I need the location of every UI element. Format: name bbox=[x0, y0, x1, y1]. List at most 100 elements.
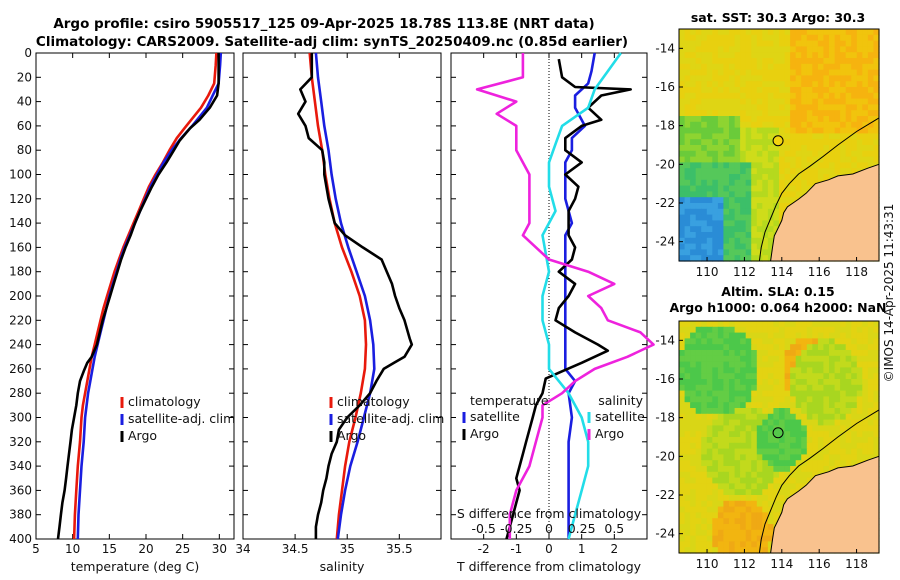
bathymetry-contour bbox=[758, 117, 880, 262]
map-field-cell bbox=[717, 191, 725, 198]
map-field-cell bbox=[790, 34, 797, 42]
map-field-cell bbox=[862, 150, 869, 158]
map-field-cell bbox=[712, 541, 719, 548]
map-field-cell bbox=[717, 104, 725, 111]
map-field-cell bbox=[856, 133, 863, 140]
map-field-cell bbox=[690, 208, 697, 216]
map-field-cell bbox=[729, 547, 736, 554]
map-field-cell bbox=[734, 506, 741, 513]
map-field-cell bbox=[717, 220, 725, 227]
map-field-cell bbox=[717, 483, 725, 490]
map-field-cell bbox=[817, 431, 825, 438]
map-field-cell bbox=[690, 58, 697, 65]
map-field-cell bbox=[873, 139, 880, 146]
map-field-cell bbox=[717, 46, 725, 53]
map-field-cell bbox=[779, 361, 786, 368]
map-field-cell bbox=[740, 185, 747, 192]
map-field-cell bbox=[834, 168, 841, 175]
map-field-cell bbox=[695, 367, 702, 374]
map-field-cell bbox=[779, 466, 786, 473]
map-field-cell bbox=[790, 460, 797, 467]
map-field-cell bbox=[695, 208, 702, 216]
map-field-cell bbox=[740, 541, 747, 548]
map-field-cell bbox=[717, 466, 725, 473]
map-field-cell bbox=[851, 367, 858, 374]
map-field-cell bbox=[679, 483, 686, 490]
map-field-cell bbox=[717, 390, 725, 397]
map-field-cell bbox=[867, 81, 875, 88]
map-field-cell bbox=[784, 150, 791, 158]
map-field-cell bbox=[756, 518, 763, 525]
map-field-cell bbox=[845, 29, 852, 36]
map-field-cell bbox=[717, 361, 725, 368]
map-field-cell bbox=[701, 547, 708, 554]
map-field-cell bbox=[756, 431, 763, 438]
map-field-cell bbox=[717, 350, 725, 357]
map-field-cell bbox=[829, 390, 836, 397]
map-field-cell bbox=[795, 121, 802, 129]
map-field-cell bbox=[740, 448, 747, 455]
map-field-cell bbox=[862, 338, 869, 345]
map-field-cell bbox=[684, 29, 691, 36]
map-field-cell bbox=[729, 139, 736, 146]
series-line-s-satellite bbox=[541, 52, 622, 540]
map-field-cell bbox=[695, 121, 702, 129]
map-field-cell bbox=[695, 396, 702, 403]
map-field-cell bbox=[790, 477, 797, 484]
map-field-cell bbox=[701, 466, 708, 473]
map-field-cell bbox=[729, 63, 736, 71]
map-field-cell bbox=[801, 460, 808, 467]
map-field-cell bbox=[812, 127, 819, 134]
map-field-cell bbox=[734, 191, 741, 198]
map-field-cell bbox=[729, 168, 736, 175]
map-field-cell bbox=[734, 179, 741, 187]
map-field-cell bbox=[734, 150, 741, 158]
map-field-cell bbox=[862, 396, 869, 403]
map-field-cell bbox=[817, 390, 825, 397]
map-field-cell bbox=[862, 419, 869, 426]
map-field-cell bbox=[806, 174, 813, 181]
map-field-cell bbox=[756, 87, 763, 94]
map-field-cell bbox=[806, 437, 813, 444]
map-field-cell bbox=[834, 367, 841, 374]
map-field-cell bbox=[784, 460, 791, 467]
map-field-cell bbox=[684, 518, 691, 525]
map-field-cell bbox=[779, 419, 786, 426]
map-field-cell bbox=[729, 321, 736, 328]
map-field-cell bbox=[729, 408, 736, 415]
map-field-cell bbox=[834, 40, 841, 47]
map-field-cell bbox=[779, 121, 786, 129]
map-field-cell bbox=[745, 518, 752, 525]
map-field-cell bbox=[734, 214, 741, 221]
latitude-tick-label: -14 bbox=[655, 41, 675, 55]
map-field-cell bbox=[701, 255, 708, 262]
map-field-cell bbox=[679, 81, 686, 88]
map-field-cell bbox=[723, 344, 730, 351]
map-field-cell bbox=[740, 191, 747, 198]
map-field-cell bbox=[734, 75, 741, 82]
map-field-cell bbox=[856, 34, 863, 42]
map-field-cell bbox=[717, 355, 725, 363]
map-field-cell bbox=[784, 104, 791, 111]
map-field-cell bbox=[834, 338, 841, 345]
map-field-cell bbox=[690, 98, 697, 105]
map-field-cell bbox=[795, 402, 802, 409]
map-field-cell bbox=[812, 396, 819, 403]
map-field-cell bbox=[701, 483, 708, 490]
map-field-cell bbox=[873, 110, 880, 117]
map-field-cell bbox=[756, 139, 763, 146]
map-field-cell bbox=[784, 396, 791, 403]
map-field-cell bbox=[706, 127, 713, 134]
map-field-cell bbox=[767, 321, 775, 328]
map-field-cell bbox=[784, 448, 791, 455]
map-field-cell bbox=[856, 413, 863, 421]
map-field-cell bbox=[684, 249, 691, 256]
map-field-cell bbox=[834, 402, 841, 409]
map-field-cell bbox=[784, 81, 791, 88]
map-field-cell bbox=[767, 361, 775, 368]
map-field-cell bbox=[867, 110, 875, 117]
map-field-cell bbox=[734, 425, 741, 432]
map-field-cell bbox=[690, 179, 697, 187]
map-field-cell bbox=[795, 145, 802, 152]
map-field-cell bbox=[734, 355, 741, 363]
